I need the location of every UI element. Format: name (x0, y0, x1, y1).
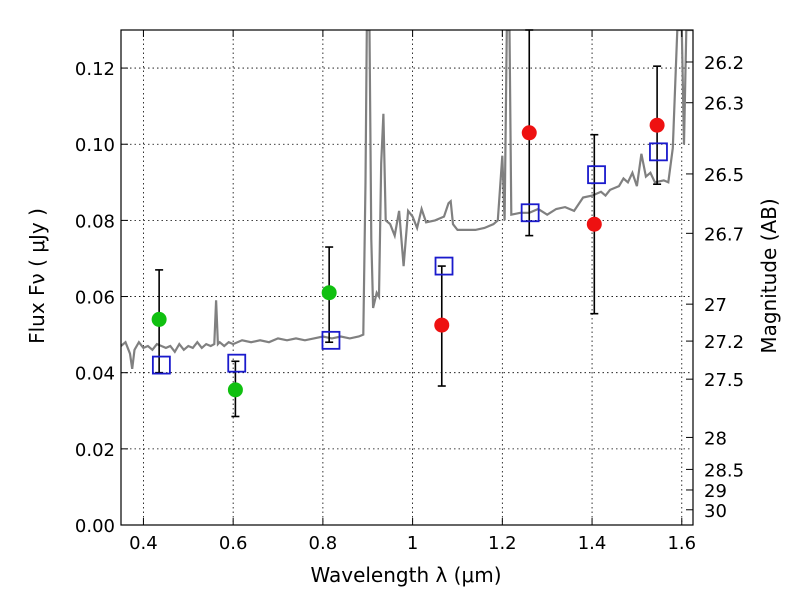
data-point (586, 216, 602, 232)
right-tick-label: 29 (704, 481, 727, 502)
right-tick-label: 30 (704, 501, 727, 522)
model-point (649, 142, 668, 162)
data-marks (151, 29, 668, 418)
right-tick-label: 26.3 (704, 94, 744, 115)
x-axis-title: Wavelength λ (μm) (310, 563, 501, 587)
model-point (434, 256, 454, 276)
y-axis-title: Flux Fν ( μJy ) (25, 208, 49, 344)
data-point (321, 285, 337, 301)
y-tick-label: 0.08 (75, 211, 115, 232)
right-tick-label: 28 (704, 428, 727, 449)
plot-area (121, 30, 693, 370)
model-point (151, 355, 171, 375)
axis-ticks: 0.4 0.6 0.8 1 1.2 1.4 1.6 0.00 0.02 0.04 0.06 0.08 0… (75, 30, 744, 554)
x-tick-label: 0.6 (219, 533, 248, 554)
data-point (151, 311, 167, 327)
right-axis-title: Magnitude (AB) (757, 198, 781, 353)
y-tick-label: 0.04 (75, 364, 115, 385)
right-tick-label: 26.2 (704, 53, 744, 74)
right-tick-label: 27.2 (704, 332, 744, 353)
right-tick-label: 26.5 (704, 165, 744, 186)
data-point (521, 125, 537, 141)
grid (121, 30, 693, 526)
model-point (227, 353, 247, 373)
data-point (434, 317, 450, 333)
model-point (520, 203, 540, 223)
model-spectrum-line (121, 30, 693, 370)
right-tick-label: 27.5 (704, 370, 744, 391)
y-tick-label: 0.06 (75, 288, 115, 309)
y-tick-label: 0.00 (75, 516, 115, 537)
model-point (587, 165, 606, 185)
model-point (321, 330, 341, 350)
x-tick-label: 1.4 (578, 533, 607, 554)
y-tick-label: 0.12 (75, 59, 115, 80)
y-tick-label: 0.02 (75, 440, 115, 461)
x-tick-label: 1 (407, 533, 418, 554)
x-tick-label: 0.4 (129, 533, 158, 554)
right-tick-label: 27 (704, 295, 727, 316)
right-tick-label: 26.7 (704, 224, 744, 245)
x-tick-label: 0.8 (309, 533, 338, 554)
right-tick-label: 28.5 (704, 460, 744, 481)
data-point (227, 382, 243, 398)
x-tick-label: 1.6 (667, 533, 696, 554)
data-point (649, 117, 665, 133)
y-tick-label: 0.10 (75, 135, 115, 156)
plot-frame (120, 29, 694, 526)
x-tick-label: 1.2 (488, 533, 517, 554)
